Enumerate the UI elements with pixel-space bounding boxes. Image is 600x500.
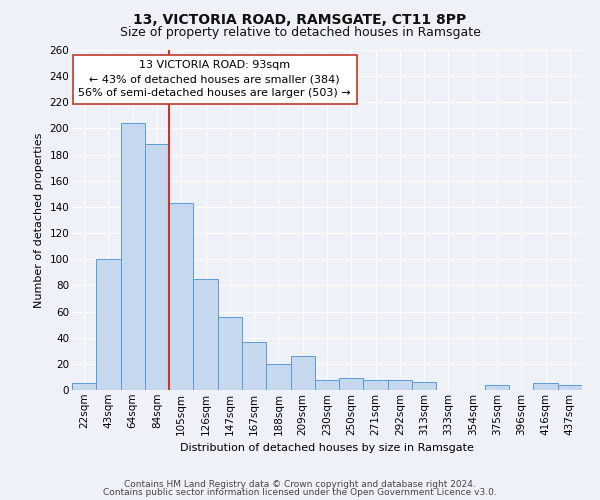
Bar <box>364 380 388 390</box>
Bar <box>218 317 242 390</box>
X-axis label: Distribution of detached houses by size in Ramsgate: Distribution of detached houses by size … <box>180 443 474 453</box>
Bar <box>169 203 193 390</box>
Bar <box>339 378 364 390</box>
Text: Contains public sector information licensed under the Open Government Licence v3: Contains public sector information licen… <box>103 488 497 497</box>
Bar <box>242 342 266 390</box>
Bar <box>485 385 509 390</box>
Y-axis label: Number of detached properties: Number of detached properties <box>34 132 44 308</box>
Bar <box>96 259 121 390</box>
Text: Size of property relative to detached houses in Ramsgate: Size of property relative to detached ho… <box>119 26 481 39</box>
Bar <box>121 123 145 390</box>
Bar <box>315 380 339 390</box>
Text: 13, VICTORIA ROAD, RAMSGATE, CT11 8PP: 13, VICTORIA ROAD, RAMSGATE, CT11 8PP <box>133 12 467 26</box>
Bar <box>412 382 436 390</box>
Bar <box>290 356 315 390</box>
Bar <box>145 144 169 390</box>
Bar <box>388 380 412 390</box>
Bar <box>533 384 558 390</box>
Text: Contains HM Land Registry data © Crown copyright and database right 2024.: Contains HM Land Registry data © Crown c… <box>124 480 476 489</box>
Bar <box>266 364 290 390</box>
Bar <box>72 384 96 390</box>
Bar <box>558 385 582 390</box>
Bar <box>193 279 218 390</box>
Text: 13 VICTORIA ROAD: 93sqm
← 43% of detached houses are smaller (384)
56% of semi-d: 13 VICTORIA ROAD: 93sqm ← 43% of detache… <box>79 60 351 98</box>
